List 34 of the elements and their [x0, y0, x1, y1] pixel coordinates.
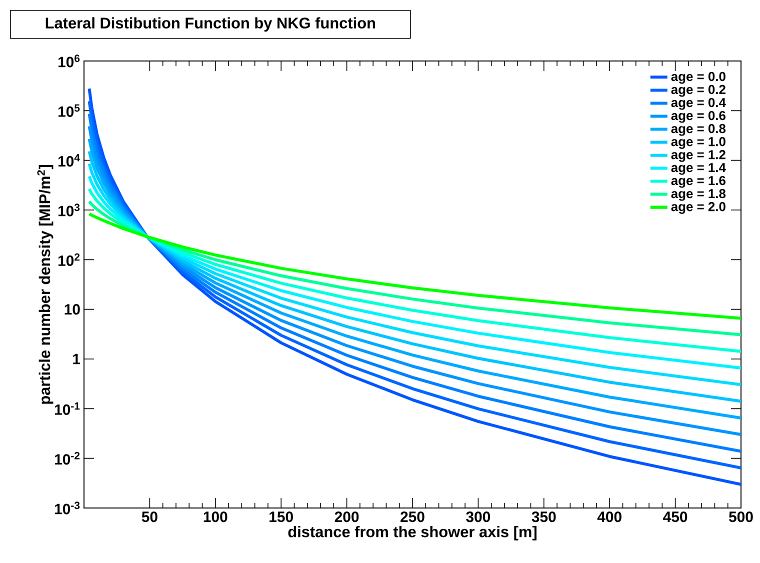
x-tick-label: 200: [334, 512, 359, 522]
chart-title: Lateral Distibution Function by NKG function: [46, 17, 376, 32]
y-tick-label: 10$^{2}$: [58, 253, 80, 266]
x-tick-label: 300: [466, 512, 490, 522]
x-tick-label: 500: [728, 512, 753, 522]
y-tick-label: 10$^{4}$: [58, 154, 80, 167]
y-tick-label: 10$^{5}$: [58, 104, 80, 117]
legend-label: age = 1.8: [671, 189, 726, 201]
x-tick-label: 350: [532, 512, 556, 522]
y-tick-label: 1: [73, 354, 80, 364]
x-tick-label: 150: [270, 512, 293, 522]
legend-label: age = 0.8: [671, 124, 726, 136]
y-tick-label: 10$^{3}$: [58, 204, 80, 216]
legend-label: age = 0.6: [671, 110, 726, 123]
legend-label: age = 1.6: [671, 176, 726, 188]
y-tick-label: 10$^{-2}$: [54, 452, 80, 465]
legend-label: age = 0.0: [671, 72, 726, 84]
x-tick-label: 400: [597, 512, 622, 522]
legend-label: age = 1.2: [671, 150, 726, 162]
y-tick-label: 10$^{6}$: [58, 54, 80, 68]
x-tick-label: 100: [204, 512, 228, 522]
legend-label: age = 0.2: [671, 84, 726, 97]
y-axis-title: particle number density [MIP/m$^{2}$]: [37, 164, 54, 404]
legend-label: age = 1.4: [671, 163, 726, 175]
legend-label: age = 0.4: [671, 98, 726, 110]
y-tick-label: 10: [64, 304, 80, 315]
legend-label: age = 2.0: [671, 202, 726, 214]
legend-label: age = 1.0: [671, 137, 726, 149]
y-tick-label: 10$^{-1}$: [54, 402, 80, 415]
y-tick-label: 10$^{-3}$: [54, 502, 80, 514]
x-tick-label: 50: [142, 512, 158, 522]
x-tick-label: 250: [400, 512, 424, 522]
x-tick-label: 450: [663, 512, 688, 522]
x-axis-title: distance from the shower axis [m]: [288, 526, 536, 540]
